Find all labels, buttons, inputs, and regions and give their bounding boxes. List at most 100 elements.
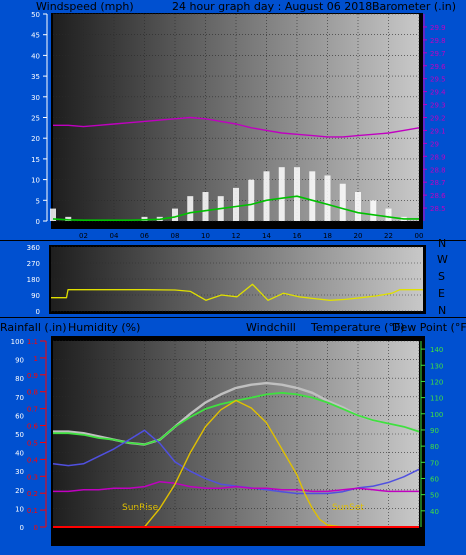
wind-x-tick-label: 14 — [262, 232, 271, 240]
direction-tick-label: 270 — [27, 260, 40, 268]
wind-gust-bar — [263, 171, 270, 221]
graph-title: 24 hour graph day : August 06 2018 — [172, 0, 372, 13]
barometer-tick-label: 29.4 — [430, 89, 446, 97]
temperature-tick-label: 70 — [430, 459, 439, 467]
rainfall-tick-label: 0 — [34, 524, 38, 532]
wind-x-tick-label: 04 — [110, 232, 119, 240]
temp-x-tick-label: 04 — [110, 537, 119, 545]
humidity-tick-label: 10 — [15, 505, 24, 513]
windspeed-tick-label: 50 — [31, 11, 40, 19]
direction-label-s: S — [438, 270, 445, 283]
temp-x-tick-label: 12 — [232, 537, 241, 545]
wind-gust-bar — [202, 192, 209, 221]
temp-x-tick-label: 08 — [171, 537, 180, 545]
temperature-tick-label: 40 — [430, 508, 439, 516]
wind-gust-bar — [187, 196, 194, 221]
wind-gust-bar — [278, 167, 285, 221]
dewpoint-line — [53, 480, 419, 493]
barometer-axis-title: Barometer (.in) — [372, 0, 456, 13]
barometer-line — [53, 116, 420, 138]
windspeed-tick-label: 35 — [31, 73, 40, 81]
temp-x-tick-label: 02 — [79, 537, 88, 545]
humidity-tick-label: 100 — [11, 338, 24, 346]
barometer-tick-label: 28.8 — [430, 166, 446, 174]
rainfall-tick-label: 1.1 — [27, 338, 38, 346]
wind-gust-bar — [172, 208, 178, 221]
windspeed-tick-label: 20 — [31, 135, 40, 143]
solar-radiation-line — [53, 399, 419, 528]
windspeed-tick-label: 40 — [31, 52, 40, 60]
barometer-tick-label: 29.3 — [430, 102, 446, 110]
rainfall-tick-label: 0.4 — [27, 456, 39, 464]
windspeed-tick-label: 25 — [31, 115, 40, 123]
rainfall-tick-label: 0.6 — [27, 423, 39, 431]
rainfall-tick-label: 0.1 — [27, 507, 38, 515]
barometer-tick-label: 29.6 — [430, 63, 446, 71]
temperature-tick-label: 140 — [430, 346, 443, 354]
wind-x-tick-label: 02 — [79, 232, 88, 240]
wind-gust-bar — [339, 183, 346, 221]
temp-x-tick-label: 10 — [201, 537, 210, 545]
barometer-tick-label: 28.6 — [430, 192, 446, 200]
rainfall-axis-title: Rainfall (.in) — [0, 321, 67, 334]
temperature-tick-label: 50 — [430, 492, 439, 500]
wind-gust-bar — [385, 208, 392, 221]
temp-x-tick-label: 20 — [354, 537, 363, 545]
wind-gust-bar — [370, 200, 377, 221]
wind-x-tick-label: 22 — [384, 232, 393, 240]
direction-label-w: W — [437, 253, 448, 266]
wind-x-tick-label: 18 — [323, 232, 332, 240]
direction-tick-label: 0 — [36, 308, 40, 316]
direction-tick-label: 360 — [27, 244, 40, 252]
direction-label-n-bottom: N — [438, 304, 446, 317]
wind-x-tick-label: 10 — [201, 232, 210, 240]
rainfall-tick-label: 0.8 — [27, 389, 38, 397]
temp-x-tick-label: 22 — [384, 537, 393, 545]
wind-x-tick-label: 00 — [415, 232, 424, 240]
rainfall-tick-label: 0.5 — [27, 439, 38, 447]
humidity-tick-label: 70 — [15, 394, 24, 402]
barometer-tick-label: 29.8 — [430, 37, 446, 45]
direction-label-n-top: N — [438, 237, 446, 250]
wind-gust-bar — [248, 179, 255, 221]
temperature-tick-label: 90 — [430, 427, 439, 435]
temperature-tick-label: 130 — [430, 362, 443, 370]
rainfall-tick-label: 1 — [34, 355, 38, 363]
barometer-tick-label: 29.5 — [430, 76, 446, 84]
barometer-tick-label: 29.1 — [430, 127, 446, 135]
wind-average-line — [52, 195, 419, 221]
windspeed-tick-label: 30 — [31, 94, 40, 102]
humidity-tick-label: 0 — [20, 524, 24, 532]
direction-label-e: E — [438, 287, 445, 300]
wind-x-tick-label: 20 — [354, 232, 363, 240]
rainfall-tick-label: 0.7 — [27, 406, 38, 414]
temp-x-tick-label: 18 — [323, 537, 332, 545]
wind-direction-line — [51, 283, 423, 301]
wind-gust-bar — [233, 187, 239, 221]
direction-tick-label: 90 — [31, 292, 40, 300]
dewpoint-axis-title: Dew Point (°F) — [392, 321, 466, 334]
rainfall-tick-label: 0.2 — [27, 490, 38, 498]
wind-gust-bar — [50, 208, 56, 221]
sunset-label: SunSet — [332, 503, 364, 513]
humidity-tick-label: 80 — [15, 375, 24, 383]
temperature-tick-label: 100 — [430, 411, 443, 419]
temperature-tick-label: 110 — [430, 395, 443, 403]
barometer-tick-label: 28.9 — [430, 153, 446, 161]
temperature-tick-label: 80 — [430, 443, 439, 451]
wind-gust-bar — [309, 171, 316, 221]
temp-x-tick-label: 14 — [262, 537, 271, 545]
humidity-tick-label: 50 — [15, 431, 24, 439]
rainfall-tick-label: 0.9 — [27, 372, 38, 380]
temp-x-tick-label: 06 — [140, 537, 149, 545]
barometer-tick-label: 28.7 — [430, 179, 446, 187]
temperature-tick-label: 120 — [430, 378, 443, 386]
barometer-tick-label: 29.2 — [430, 115, 446, 123]
temperature-tick-label: 60 — [430, 475, 439, 483]
windspeed-tick-label: 0 — [36, 218, 40, 226]
wind-gust-bar — [65, 216, 72, 221]
temp-x-tick-label: 00 — [415, 537, 424, 545]
humidity-tick-label: 30 — [15, 468, 24, 476]
barometer-tick-label: 29 — [430, 140, 439, 148]
